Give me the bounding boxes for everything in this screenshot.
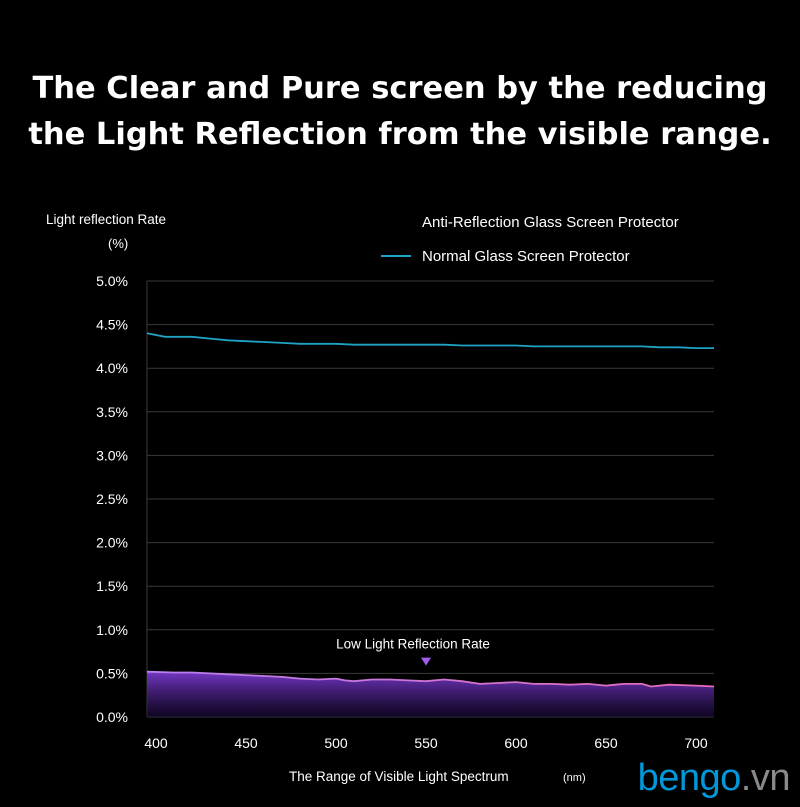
y-tick-label: 2.5%: [96, 491, 128, 507]
y-axis-ticks: 0.0% 0.5% 1.0% 1.5% 2.0% 2.5% 3.0% 3.5% 4.0% 4.5%…: [96, 273, 128, 725]
grid-lines: [146, 280, 714, 718]
x-tick-label: 550: [414, 735, 438, 751]
headline-line-2: the Light Reflection from the visible ra…: [28, 117, 772, 152]
y-tick-label: 4.5%: [96, 317, 128, 333]
y-tick-label: 3.0%: [96, 447, 128, 463]
watermark-brand: bengo: [637, 757, 742, 799]
series-layer: [146, 332, 715, 717]
y-tick-label: 0.0%: [96, 709, 128, 725]
headline: The Clear and Pure screen by the reducin…: [0, 66, 800, 158]
series-line-1: [146, 332, 714, 349]
x-axis-ticks: 400 450 500 550 600 650 700: [144, 735, 708, 751]
y-tick-label: 1.0%: [96, 622, 128, 638]
y-tick-label: 1.5%: [96, 578, 128, 594]
series-area-0: [147, 671, 714, 717]
x-tick-label: 700: [684, 735, 708, 751]
bengo-watermark: bengo.vn: [637, 757, 791, 799]
x-tick-label: 650: [594, 735, 618, 751]
annotation-label: Low Light Reflection Rate: [336, 637, 490, 652]
x-axis-unit: (nm): [563, 772, 586, 784]
y-axis-label: Light reflection Rate: [46, 212, 166, 227]
y-tick-label: 4.0%: [96, 360, 128, 376]
headline-line-1: The Clear and Pure screen by the reducin…: [32, 71, 768, 106]
x-tick-label: 500: [324, 735, 348, 751]
y-tick-label: 0.5%: [96, 665, 128, 681]
watermark-tld: .vn: [740, 757, 791, 799]
legend-label-anti-reflection: Anti-Reflection Glass Screen Protector: [422, 214, 679, 231]
y-tick-label: 2.0%: [96, 535, 128, 551]
legend: Anti-Reflection Glass Screen Protector N…: [381, 214, 679, 265]
y-tick-label: 5.0%: [96, 273, 128, 289]
series-line-0: [146, 670, 715, 688]
x-tick-label: 600: [504, 735, 528, 751]
y-tick-label: 3.5%: [96, 404, 128, 420]
x-axis-label: The Range of Visible Light Spectrum: [289, 769, 509, 784]
annotation-marker: [421, 657, 431, 666]
x-tick-label: 400: [144, 735, 168, 751]
y-axis-unit: (%): [108, 236, 128, 251]
x-tick-label: 450: [234, 735, 258, 751]
legend-label-normal: Normal Glass Screen Protector: [422, 248, 630, 265]
